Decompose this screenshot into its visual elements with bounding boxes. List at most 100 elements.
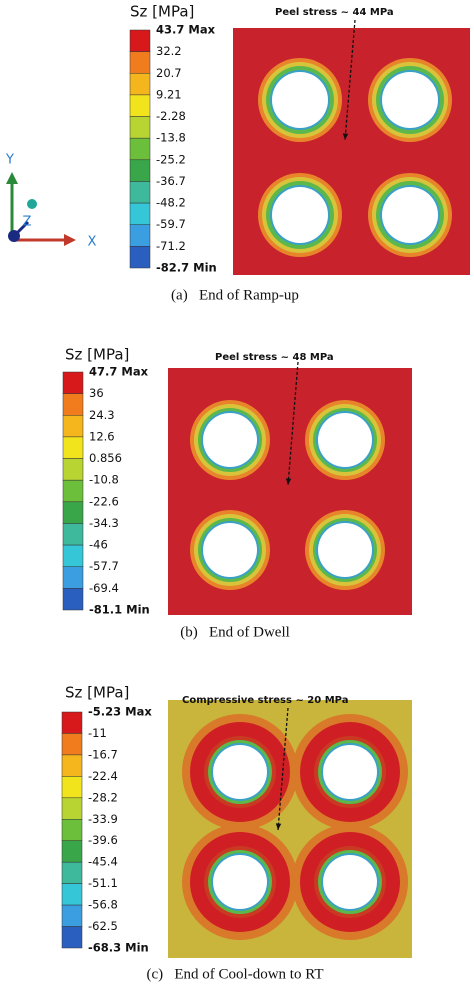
- legend-label: 20.7: [156, 66, 182, 80]
- legend-swatch: [61, 733, 83, 756]
- legend-label: -48.2: [156, 196, 186, 210]
- hole-ring: [323, 745, 377, 799]
- legend-label: 9.21: [156, 87, 182, 101]
- legend-swatch: [62, 566, 84, 589]
- legend-swatch: [129, 159, 151, 182]
- legend-label: -59.7: [156, 217, 186, 231]
- legend-swatch: [129, 202, 151, 225]
- legend-swatch: [61, 776, 83, 799]
- panel: Sz [MPa]47.7 Max 36 24.3 12.6 0.856 -10.8 -22.…: [62, 346, 412, 640]
- legend-label: -57.7: [89, 559, 119, 573]
- axis-triad: [6, 172, 76, 246]
- legend-title: Sz [MPa]: [65, 346, 129, 364]
- legend-swatch: [62, 544, 84, 567]
- legend-label: -34.3: [89, 516, 119, 530]
- legend-label: 12.6: [89, 429, 115, 443]
- legend-label: 0.856: [89, 451, 122, 465]
- hole-ring: [318, 413, 372, 467]
- legend-swatch: [129, 181, 151, 204]
- legend-swatch: [62, 393, 84, 416]
- legend-label: -82.7 Min: [156, 261, 217, 275]
- legend-swatch: [129, 224, 151, 247]
- legend-label: -71.2: [156, 239, 186, 253]
- legend-swatch: [61, 711, 83, 734]
- legend-label: -56.8: [88, 898, 118, 912]
- legend-swatch: [61, 797, 83, 820]
- legend-label: -51.1: [88, 876, 118, 890]
- legend-swatch: [129, 246, 151, 269]
- hole-ring: [382, 187, 438, 243]
- legend-label: -81.1 Min: [89, 603, 150, 617]
- legend-swatch: [62, 501, 84, 524]
- legend-swatch: [62, 588, 84, 611]
- annotation-arrow: [344, 19, 356, 141]
- legend-label: -10.8: [89, 473, 119, 487]
- legend-label: -5.23 Max: [88, 705, 152, 719]
- legend-swatch: [62, 371, 84, 394]
- annotation-arrow: [277, 707, 289, 831]
- caption: (b) End of Dwell: [180, 624, 290, 640]
- legend-label: -2.28: [156, 109, 186, 123]
- legend-label: -39.6: [88, 833, 118, 847]
- legend-label: 32.2: [156, 44, 182, 58]
- legend-title: Sz [MPa]: [130, 3, 194, 21]
- hole-ring: [382, 72, 438, 128]
- legend-label: -46: [89, 538, 108, 552]
- legend-title: Sz [MPa]: [65, 684, 129, 702]
- legend-swatch: [129, 51, 151, 74]
- legend-swatch: [61, 904, 83, 927]
- legend-swatch: [129, 116, 151, 139]
- hole-ring: [272, 187, 328, 243]
- legend-swatch: [62, 436, 84, 459]
- arrow-head: [342, 133, 349, 140]
- annotation: Peel stress ~ 44 MPa: [275, 7, 394, 18]
- legend-swatch: [129, 29, 151, 52]
- legend-label: -33.9: [88, 812, 118, 826]
- legend-label: -11: [88, 726, 107, 740]
- annotation: Peel stress ~ 48 MPa: [215, 352, 334, 363]
- annotation: Compressive stress ~ 20 MPa: [182, 695, 348, 706]
- legend-swatch: [61, 840, 83, 863]
- legend-label: -16.7: [88, 747, 118, 761]
- caption: (a) End of Ramp-up: [171, 287, 299, 303]
- arrow-head: [285, 478, 292, 485]
- legend-swatch: [129, 137, 151, 161]
- legend-swatch: [61, 754, 83, 777]
- legend-swatch: [62, 458, 84, 481]
- legend-swatch: [129, 94, 151, 117]
- caption: (c) End of Cool-down to RT: [147, 966, 324, 982]
- legend-swatch: [129, 73, 151, 96]
- legend-swatch: [61, 926, 83, 949]
- legend-swatch: [61, 883, 83, 906]
- legend-label: -22.6: [89, 494, 119, 508]
- legend-swatch: [61, 819, 83, 841]
- hole-ring: [203, 523, 257, 577]
- hole-ring: [213, 855, 267, 909]
- annotation-arrow: [287, 361, 299, 486]
- axis-label-z: Z: [23, 215, 32, 230]
- legend-swatch: [61, 861, 83, 884]
- legend-label: 24.3: [89, 408, 115, 422]
- legend-swatch: [62, 523, 84, 546]
- legend-label: -28.2: [88, 790, 118, 804]
- legend-label: -13.8: [156, 131, 186, 145]
- arrow-head: [275, 823, 282, 830]
- hole-ring: [203, 413, 257, 467]
- legend-label: -25.2: [156, 152, 186, 166]
- legend-swatch: [62, 479, 84, 503]
- legend-label: -36.7: [156, 174, 186, 188]
- axis-label-y: Y: [5, 153, 14, 168]
- legend-label: -68.3 Min: [88, 941, 149, 955]
- legend-label: 36: [89, 386, 104, 400]
- legend-label: -22.4: [88, 769, 118, 783]
- panel: Sz [MPa] 43.7 Max 32.2 20.7 9.21 -2.28 -13.8 -2…: [129, 3, 470, 303]
- hole-ring: [272, 72, 328, 128]
- hole-ring: [323, 855, 377, 909]
- legend-label: 43.7 Max: [156, 23, 216, 37]
- legend-label: -45.4: [88, 855, 118, 869]
- legend-label: -62.5: [88, 919, 118, 933]
- legend-swatch: [62, 415, 84, 438]
- hole-ring: [318, 523, 372, 577]
- axis-label-x: X: [88, 235, 97, 250]
